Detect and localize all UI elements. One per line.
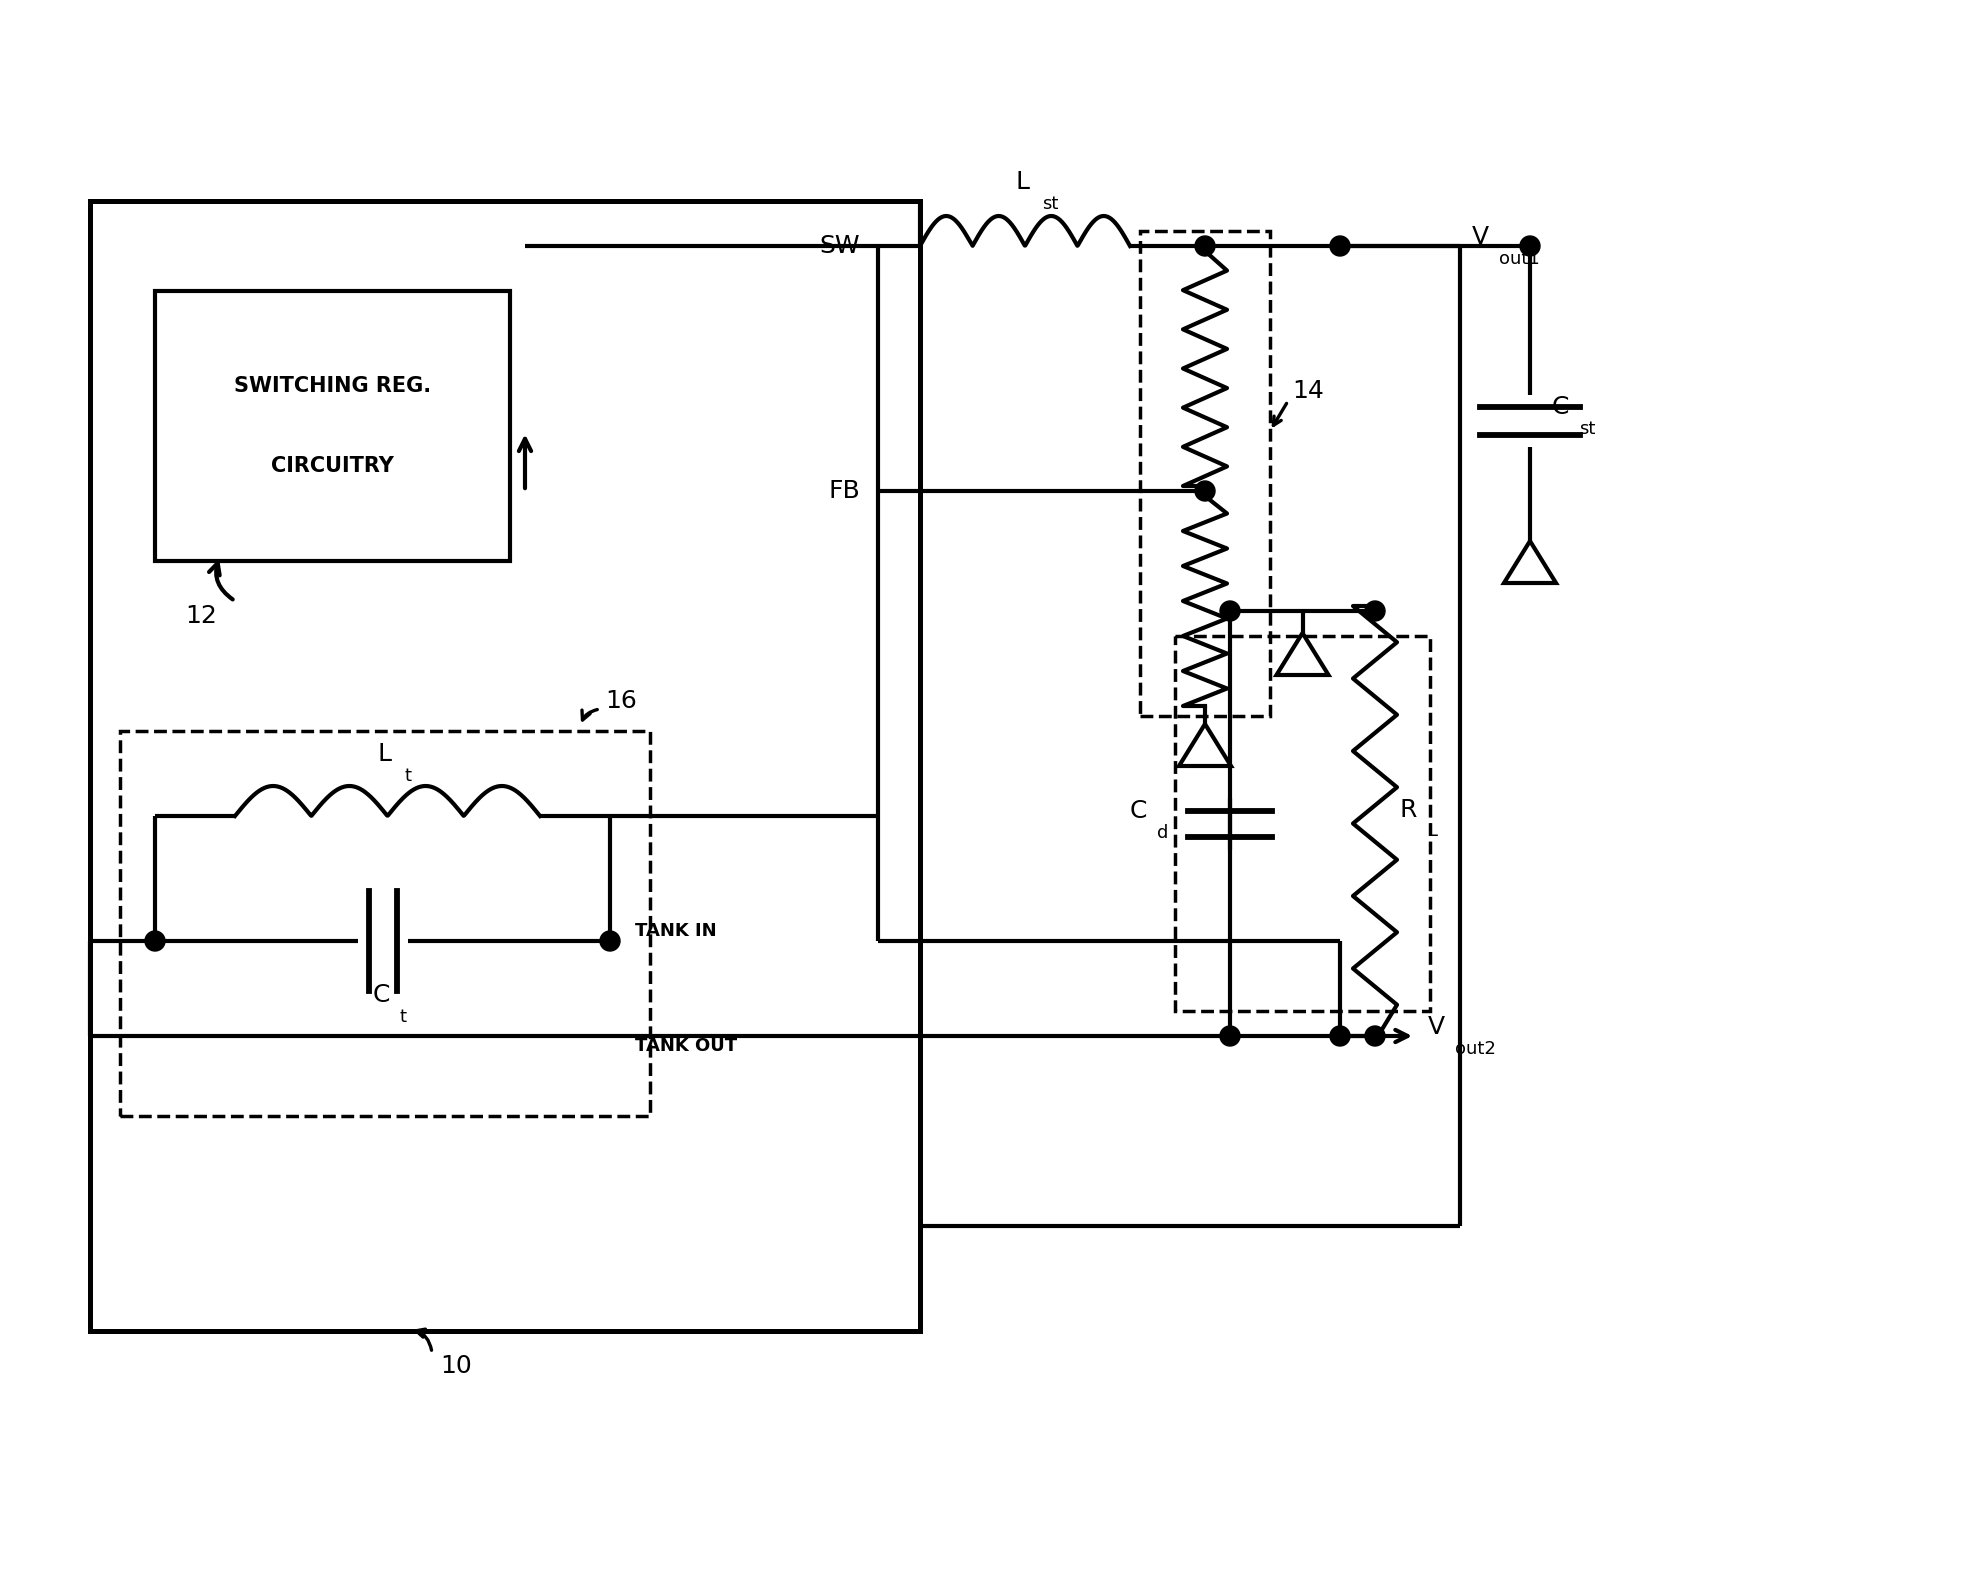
Text: out2: out2	[1456, 1040, 1495, 1057]
Text: L: L	[1428, 823, 1438, 840]
Text: SWITCHING REG.: SWITCHING REG.	[233, 375, 431, 396]
Text: SW: SW	[820, 234, 859, 258]
Bar	[120, 731, 650, 1115]
Bar	[154, 291, 510, 561]
Text: C: C	[373, 983, 389, 1007]
Text: TANK IN: TANK IN	[636, 922, 717, 939]
Circle shape	[1329, 1026, 1351, 1046]
Text: V: V	[1428, 1015, 1446, 1038]
Circle shape	[1365, 602, 1384, 621]
Text: C: C	[1130, 800, 1147, 823]
Text: t: t	[399, 1009, 407, 1026]
Text: L: L	[377, 742, 391, 767]
Text: L: L	[1015, 170, 1029, 193]
Circle shape	[1521, 236, 1540, 256]
Text: 10: 10	[440, 1354, 472, 1378]
Circle shape	[600, 932, 620, 950]
Text: R: R	[1400, 798, 1418, 822]
Text: C: C	[1552, 394, 1570, 419]
Text: t: t	[405, 767, 411, 786]
Circle shape	[1365, 1026, 1384, 1046]
Text: st: st	[1578, 419, 1596, 438]
Circle shape	[1221, 1026, 1240, 1046]
Text: CIRCUITRY: CIRCUITRY	[271, 457, 393, 476]
Text: FB: FB	[828, 479, 859, 503]
Circle shape	[1221, 602, 1240, 621]
Text: st: st	[1043, 195, 1059, 214]
Bar	[1140, 231, 1270, 716]
Text: TANK OUT: TANK OUT	[636, 1037, 737, 1056]
Circle shape	[1195, 481, 1215, 501]
Circle shape	[1195, 236, 1215, 256]
Text: out1: out1	[1499, 250, 1541, 269]
Bar	[1175, 636, 1430, 1012]
Circle shape	[144, 932, 166, 950]
Circle shape	[1329, 236, 1351, 256]
Text: 14: 14	[1292, 379, 1323, 404]
Text: d: d	[1157, 825, 1169, 842]
Bar	[91, 201, 920, 1331]
Text: 12: 12	[186, 603, 217, 628]
Text: V: V	[1471, 225, 1489, 248]
Text: 16: 16	[604, 690, 636, 713]
